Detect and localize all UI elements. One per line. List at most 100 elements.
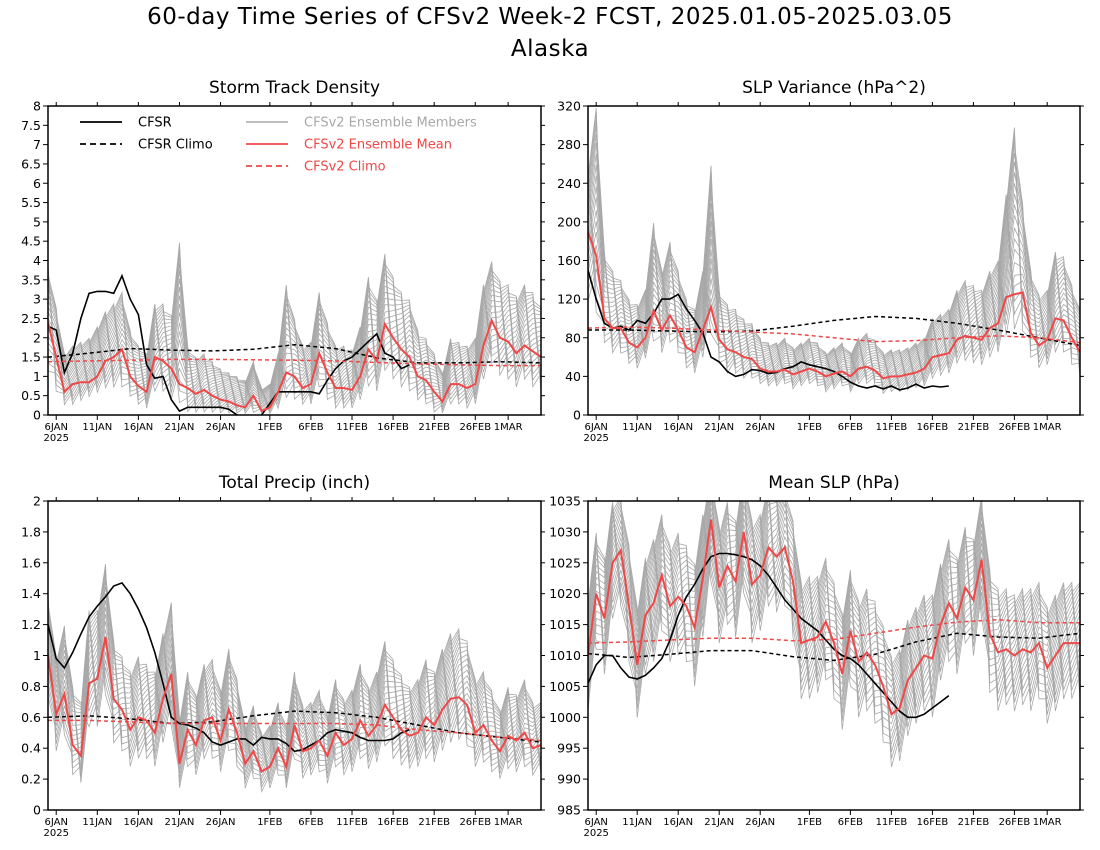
x-tick-label: 6JAN	[584, 817, 607, 828]
x-tick-label: 1MAR	[494, 817, 523, 828]
series-cfsr-climo	[48, 343, 541, 364]
panel-title: Total Precip (inch)	[218, 473, 370, 493]
ensemble-member-line	[588, 501, 1080, 745]
x-tick-label: 11JAN	[82, 817, 112, 828]
x-tick-label: 21FEB	[418, 422, 450, 433]
x-tick-label: 26JAN	[745, 817, 775, 828]
ensemble-member-line	[48, 289, 541, 413]
ensemble-member-line	[588, 501, 1080, 719]
ensemble-member-line	[588, 142, 1080, 387]
x-tick-label: 11FEB	[336, 422, 368, 433]
y-tick-label: 0	[33, 408, 41, 423]
x-tick-label: 16JAN	[663, 817, 693, 828]
x-tick-label: 6FEB	[298, 817, 323, 828]
series-cfsv2-climo	[588, 618, 1080, 644]
ensemble-member-line	[588, 501, 1080, 703]
ensemble-member-line	[588, 501, 1080, 724]
y-tick-label: 2	[33, 494, 41, 509]
y-tick-label: 6.5	[21, 156, 41, 171]
x-tick-label: 16JAN	[123, 817, 153, 828]
y-tick-label: 985	[557, 803, 581, 818]
ensemble-member-line	[588, 201, 1080, 394]
x-tick-label: 21FEB	[958, 422, 990, 433]
ensemble-member-line	[48, 575, 541, 780]
y-tick-label: 1000	[549, 710, 581, 725]
ensemble-member-line	[48, 610, 541, 785]
y-tick-label: 1.2	[21, 617, 41, 632]
x-year-label: 2025	[43, 433, 68, 444]
x-tick-label: 1FEB	[797, 422, 822, 433]
x-tick-label: 26JAN	[206, 817, 236, 828]
ensemble-member-line	[588, 134, 1080, 395]
x-tick-label: 6FEB	[838, 422, 863, 433]
series-cfsr-climo	[48, 710, 541, 743]
x-tick-label: 26JAN	[206, 422, 236, 433]
ensemble-member-line	[588, 501, 1080, 752]
x-tick-label: 11FEB	[336, 817, 368, 828]
x-tick-label: 26FEB	[999, 422, 1031, 433]
x-tick-label: 21FEB	[958, 817, 990, 828]
ensemble-member-line	[48, 612, 541, 789]
y-tick-label: 1.8	[21, 524, 41, 539]
y-tick-label: 0.4	[21, 741, 41, 756]
y-tick-label: 0	[33, 803, 41, 818]
legend-label-members: CFSv2 Ensemble Members	[304, 116, 477, 131]
y-tick-label: 120	[557, 292, 581, 307]
ensemble-member-line	[588, 161, 1080, 385]
x-tick-label: 1MAR	[1033, 422, 1062, 433]
ensemble-member-line	[48, 267, 541, 411]
legend: CFSR CFSR Climo CFSv2 Ensemble Members CFSv…	[80, 116, 477, 175]
legend-label-cfsv2_climo: CFSv2 Climo	[304, 160, 386, 175]
y-tick-label: 2.5	[21, 311, 41, 326]
ensemble-member-line	[588, 164, 1080, 393]
x-tick-label: 26JAN	[745, 422, 775, 433]
y-tick-label: 0.2	[21, 772, 41, 787]
ensemble-member-line	[588, 501, 1080, 768]
series-cfsv2-ensemble-mean	[588, 519, 1080, 716]
x-tick-label: 6JAN	[44, 817, 67, 828]
ensemble-member-line	[588, 501, 1080, 732]
y-tick-label: 0.8	[21, 679, 41, 694]
y-tick-label: 8	[33, 99, 41, 114]
ensemble-member-line	[588, 125, 1080, 393]
series-cfsv2-climo	[588, 326, 1080, 344]
panel-title: Storm Track Density	[209, 78, 380, 98]
series-cfsr	[48, 273, 410, 415]
y-tick-label: 5.5	[21, 195, 41, 210]
ensemble-member-line	[48, 253, 541, 414]
ensemble-member-line	[48, 286, 541, 411]
y-tick-label: 1.6	[21, 555, 41, 570]
ensemble-member-line	[48, 277, 541, 415]
series-cfsr	[588, 552, 950, 719]
ensemble-member-line	[48, 636, 541, 777]
y-tick-label: 4.5	[21, 234, 41, 249]
ensemble-member-line	[48, 282, 541, 414]
ensemble-member-line	[588, 501, 1080, 720]
x-tick-label: 21JAN	[704, 817, 734, 828]
x-tick-label: 1MAR	[494, 422, 523, 433]
y-tick-label: 1.5	[21, 350, 41, 365]
x-tick-label: 1MAR	[1033, 817, 1062, 828]
y-tick-label: 320	[557, 99, 581, 114]
x-tick-label: 26FEB	[459, 817, 491, 828]
ensemble-member-line	[588, 172, 1080, 387]
x-tick-label: 11FEB	[876, 817, 908, 828]
x-tick-label: 26FEB	[999, 817, 1031, 828]
y-tick-label: 1035	[549, 494, 581, 509]
x-tick-label: 16JAN	[123, 422, 153, 433]
x-tick-label: 6FEB	[298, 422, 323, 433]
ensemble-member-line	[48, 246, 541, 410]
y-tick-label: 2	[33, 330, 41, 345]
ensemble-member-line	[48, 614, 541, 784]
y-tick-label: 990	[557, 772, 581, 787]
ensemble-member-line	[48, 262, 541, 409]
y-tick-label: 1	[33, 369, 41, 384]
x-tick-label: 16JAN	[663, 422, 693, 433]
plot-area	[588, 501, 1080, 768]
x-tick-label: 16FEB	[377, 422, 409, 433]
ensemble-member-line	[48, 265, 541, 415]
ensemble-member-line	[48, 580, 541, 784]
y-tick-label: 1.4	[21, 586, 41, 601]
ensemble-member-line	[48, 564, 541, 784]
